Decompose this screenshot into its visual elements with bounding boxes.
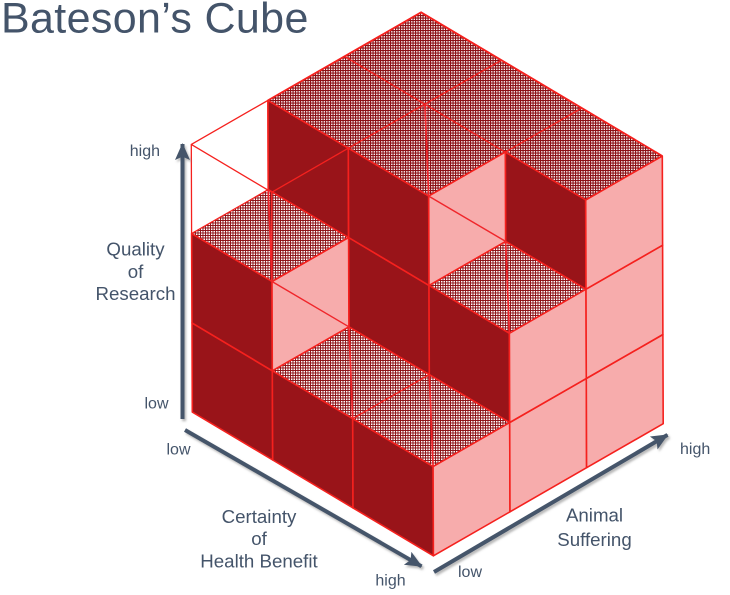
svg-text:Bateson’s Cube: Bateson’s Cube — [1, 0, 309, 43]
svg-text:Research: Research — [96, 283, 176, 304]
svg-text:of: of — [251, 528, 267, 549]
svg-text:of: of — [128, 261, 144, 282]
svg-text:Quality: Quality — [106, 239, 165, 260]
svg-text:Certainty: Certainty — [222, 506, 297, 527]
svg-text:Animal: Animal — [566, 504, 623, 525]
svg-text:low: low — [458, 564, 482, 581]
svg-text:Health Benefit: Health Benefit — [200, 550, 318, 571]
svg-text:high: high — [375, 573, 405, 590]
svg-text:Suffering: Suffering — [557, 529, 631, 550]
svg-text:low: low — [144, 396, 168, 413]
svg-text:high: high — [680, 441, 710, 458]
svg-text:high: high — [130, 143, 160, 160]
svg-text:low: low — [166, 442, 190, 459]
